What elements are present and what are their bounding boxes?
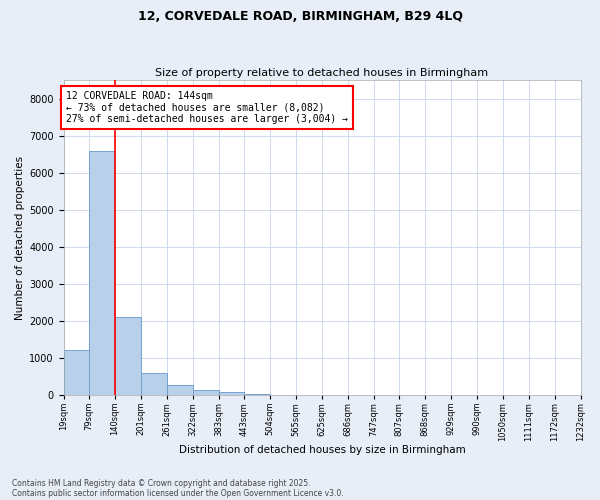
X-axis label: Distribution of detached houses by size in Birmingham: Distribution of detached houses by size … xyxy=(179,445,466,455)
Text: 12 CORVEDALE ROAD: 144sqm
← 73% of detached houses are smaller (8,082)
27% of se: 12 CORVEDALE ROAD: 144sqm ← 73% of detac… xyxy=(66,92,348,124)
Bar xyxy=(115,317,141,395)
Title: Size of property relative to detached houses in Birmingham: Size of property relative to detached ho… xyxy=(155,68,488,78)
Y-axis label: Number of detached properties: Number of detached properties xyxy=(15,156,25,320)
Bar xyxy=(193,390,218,395)
Text: Contains public sector information licensed under the Open Government Licence v3: Contains public sector information licen… xyxy=(12,488,344,498)
Text: Contains HM Land Registry data © Crown copyright and database right 2025.: Contains HM Land Registry data © Crown c… xyxy=(12,478,311,488)
Bar xyxy=(89,150,115,395)
Bar xyxy=(218,392,244,395)
Bar xyxy=(141,372,167,395)
Text: 12, CORVEDALE ROAD, BIRMINGHAM, B29 4LQ: 12, CORVEDALE ROAD, BIRMINGHAM, B29 4LQ xyxy=(137,10,463,23)
Bar xyxy=(64,350,89,395)
Bar xyxy=(167,384,193,395)
Bar xyxy=(244,394,270,395)
